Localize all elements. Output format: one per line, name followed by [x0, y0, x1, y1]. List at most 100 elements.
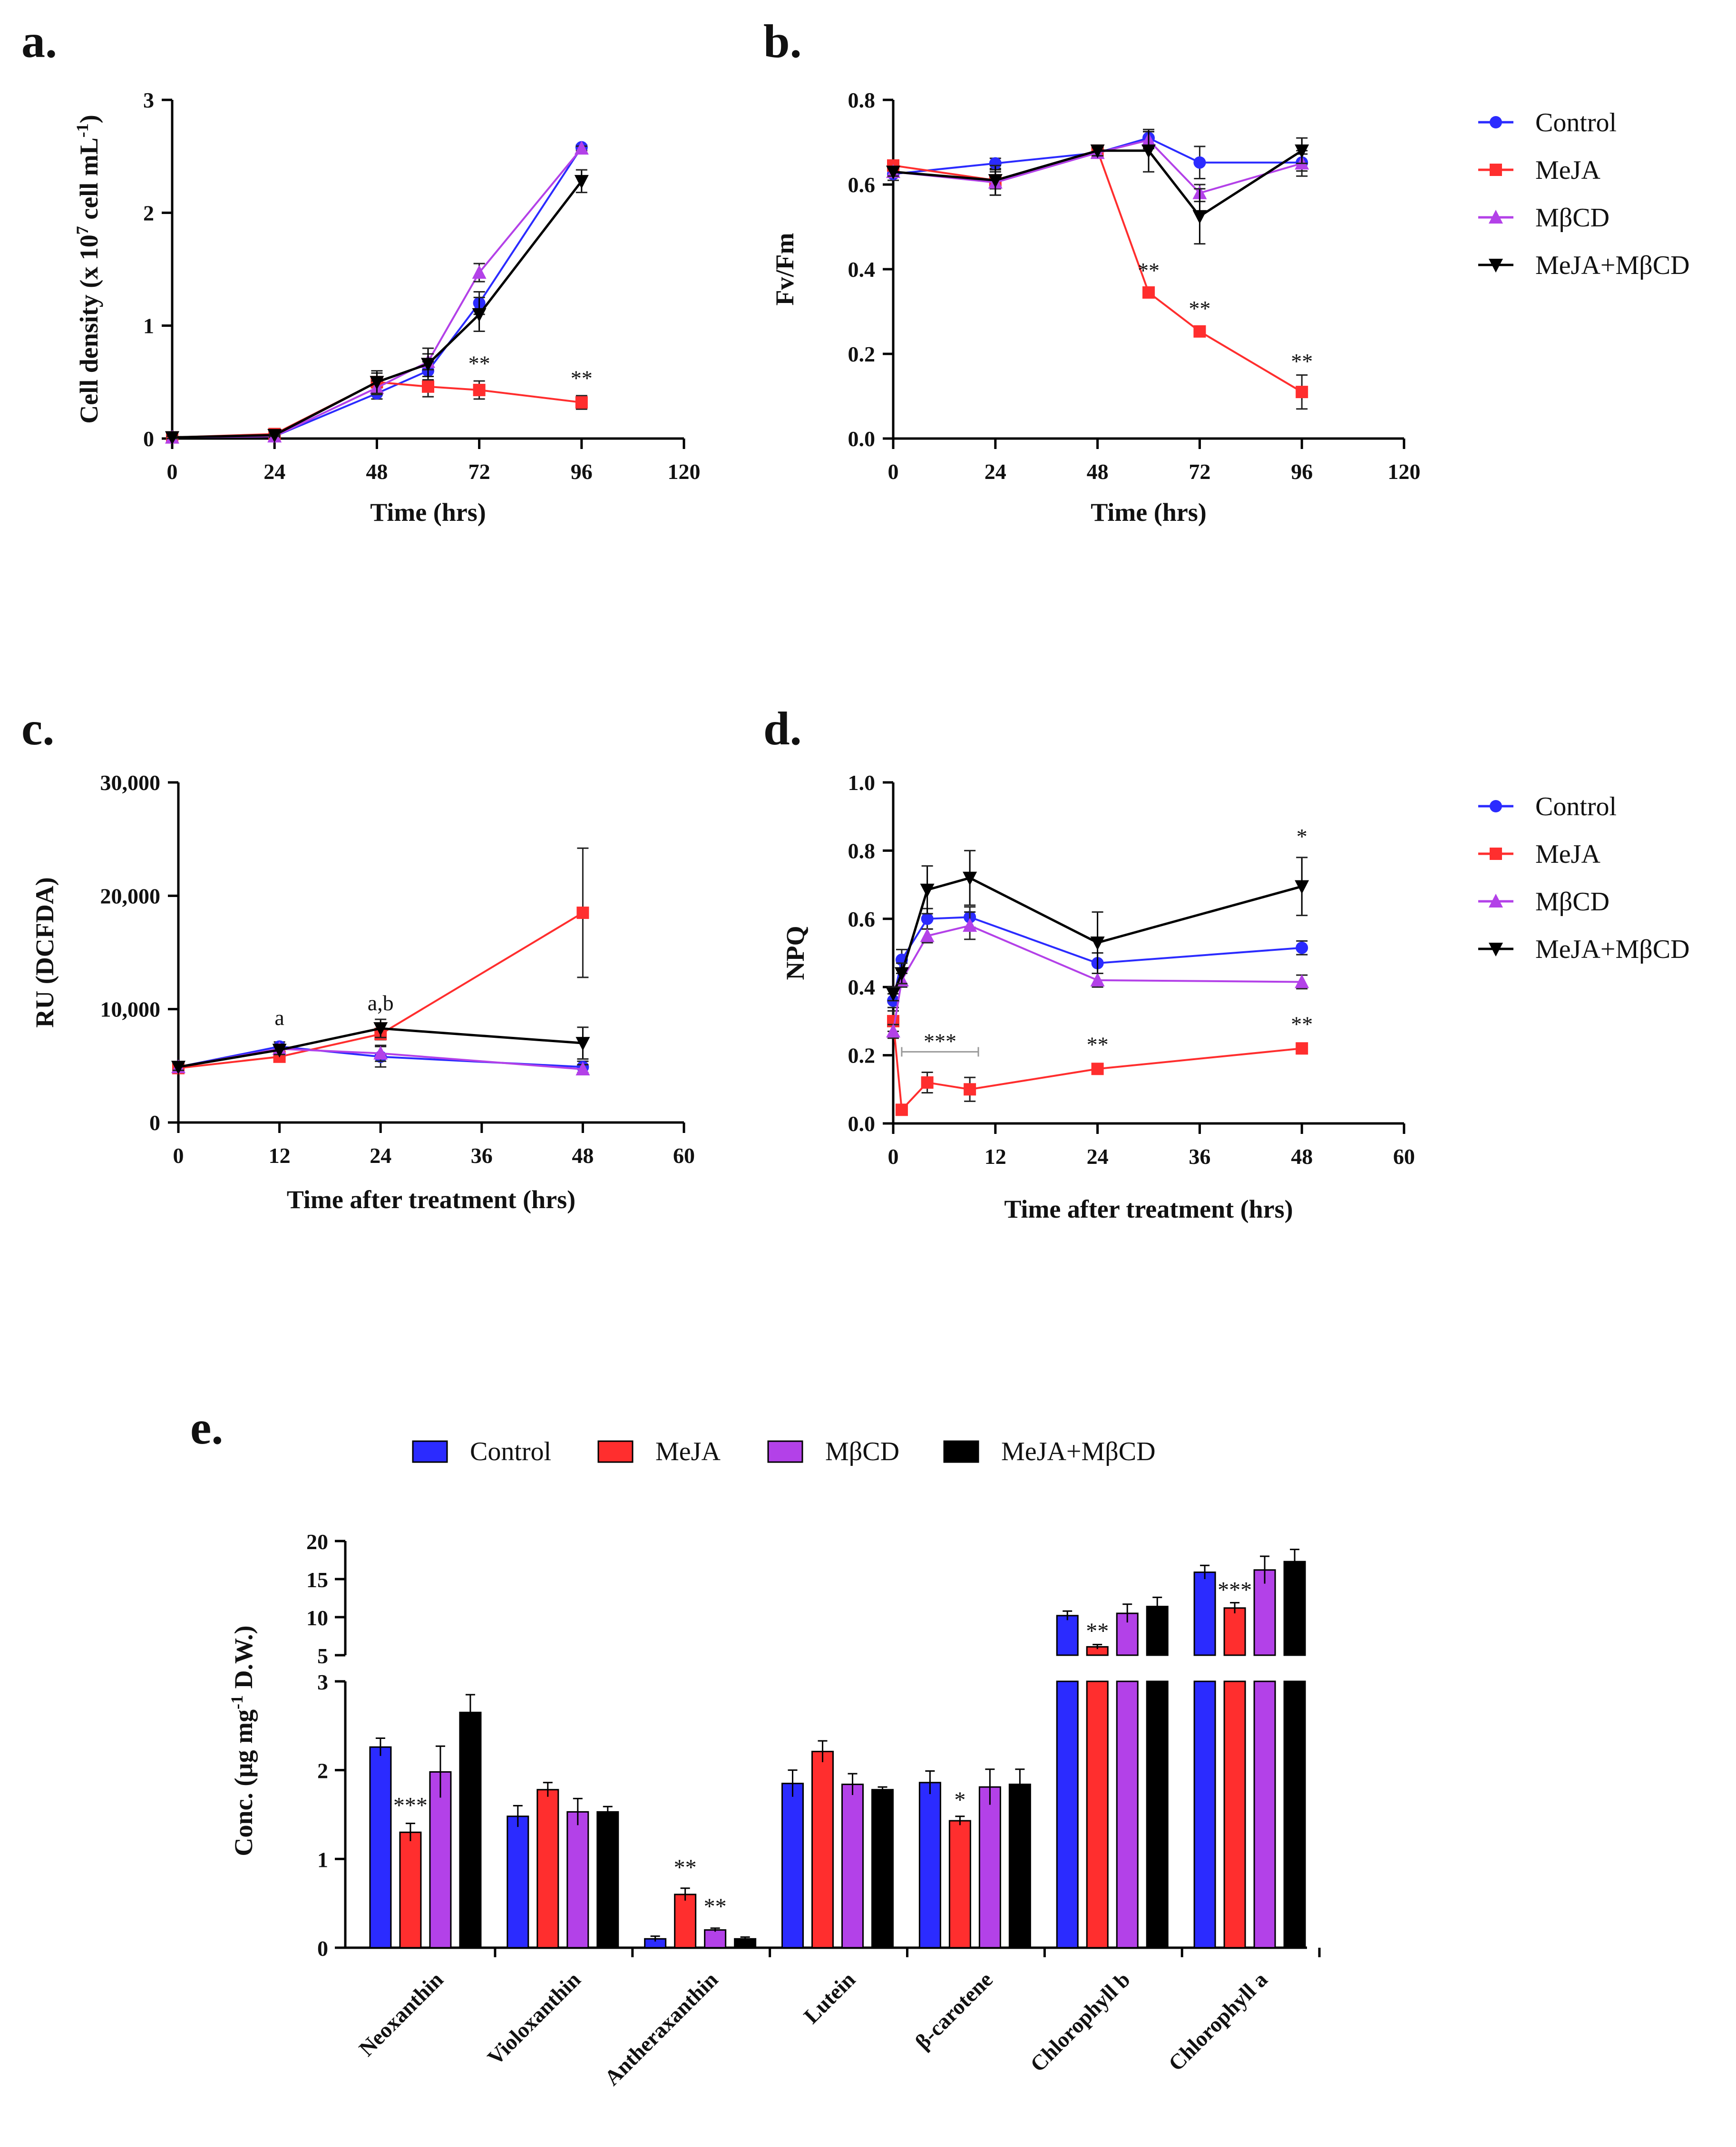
data-point-meja-plus-mbcd: [920, 883, 935, 898]
bar-group-meja: [674, 1887, 697, 1949]
legend-marker-control: [1490, 116, 1502, 128]
y-tick-label: 15: [306, 1568, 328, 1592]
significance-annotation: **: [1087, 1032, 1109, 1056]
bar-group-control: [1193, 1564, 1216, 1949]
data-point-mbcd: [920, 928, 935, 942]
significance-annotation: ***: [924, 1029, 956, 1053]
bar-meja-lower: [1086, 1680, 1109, 1949]
data-point-mbcd: [1295, 974, 1309, 988]
significance-annotation: a,b: [368, 991, 394, 1015]
panel-letter: b.: [763, 15, 802, 68]
bar-mbcd: [704, 1929, 727, 1949]
legend-label-meja: MeJA: [655, 1437, 721, 1466]
legend-marker-mbcd: [1489, 210, 1503, 224]
series-meja: [172, 847, 589, 1074]
bar-meja: [399, 1831, 422, 1949]
data-point-control: [989, 157, 1002, 170]
x-tick-label: 72: [468, 459, 490, 484]
bar-control: [369, 1746, 392, 1949]
bar-group-meja: [948, 1815, 971, 1949]
data-point-meja: [576, 907, 589, 919]
bar-meja: [811, 1750, 834, 1949]
bar-control-upper: [1056, 1615, 1079, 1656]
bar-meja: [674, 1893, 697, 1949]
data-point-mbcd: [963, 918, 977, 932]
x-axis-title: Time (hrs): [370, 498, 486, 527]
x-tick-label: 24: [985, 459, 1006, 484]
x-tick-label: 36: [471, 1143, 493, 1168]
bar-mbcd: [566, 1811, 589, 1949]
bar-meja-upper: [1223, 1607, 1246, 1656]
data-point-meja-plus-mbcd: [1295, 880, 1309, 894]
y-tick-label: 0.6: [848, 907, 876, 931]
legend-marker-meja: [1490, 848, 1502, 860]
category-label: Neoxanthin: [354, 1967, 448, 2061]
bar-group-meja: [1223, 1602, 1246, 1949]
data-point-mbcd: [574, 141, 589, 155]
y-tick-label: 20: [306, 1530, 328, 1554]
y-tick-label: 2: [143, 201, 154, 225]
y-tick-label: 0: [149, 1111, 160, 1135]
bar-mbcd-lower: [1116, 1680, 1139, 1949]
data-point-mbcd: [373, 1045, 388, 1060]
bar-meja-plus-mbcd-lower: [1146, 1680, 1169, 1949]
data-point-meja-plus-mbcd: [1141, 144, 1156, 158]
data-point-meja-plus-mbcd: [1192, 210, 1207, 224]
x-tick-label: 24: [1087, 1144, 1109, 1169]
legend-label-mbcd: MβCD: [1535, 887, 1609, 917]
data-point-control: [1193, 156, 1206, 169]
x-tick-label: 0: [173, 1143, 184, 1168]
series-line-control: [893, 137, 1302, 175]
x-tick-label: 48: [1087, 459, 1109, 484]
bar-group-mbcd: [841, 1773, 864, 1949]
significance-annotation: **: [674, 1855, 697, 1880]
bar-group-mbcd: [978, 1768, 1001, 1949]
y-tick-label: 0.8: [848, 88, 876, 112]
significance-annotation: a: [274, 1005, 284, 1030]
legend-marker-control: [1490, 800, 1502, 812]
y-axis-title-part: Cell density (x 10: [75, 234, 103, 424]
series-meja-plus-mbcd: [886, 849, 1309, 1002]
bar-control: [918, 1782, 941, 1949]
significance-annotation: **: [1138, 258, 1160, 283]
legend-label-meja-plus-mbcd: MeJA+MβCD: [1535, 251, 1690, 280]
legend-swatch-meja: [597, 1440, 634, 1463]
y-tick-label: 30,000: [100, 771, 161, 795]
bar-meja-plus-mbcd: [871, 1789, 894, 1949]
x-axis-title: Time after treatment (hrs): [1004, 1195, 1293, 1223]
y-tick-label: 1.0: [848, 771, 876, 795]
data-point-meja: [921, 1076, 934, 1089]
bar-meja-plus-mbcd: [459, 1711, 482, 1949]
legend-label-meja: MeJA: [1535, 156, 1600, 185]
y-tick-label: 0.0: [848, 427, 876, 451]
significance-annotation: ***: [393, 1793, 428, 1818]
legend-swatch-mbcd: [767, 1440, 803, 1463]
legend-label-mbcd: MβCD: [825, 1437, 899, 1466]
line-legend: Control MeJA MβCD MeJA+MβCD: [1478, 792, 1690, 964]
y-tick-label: 1: [317, 1847, 328, 1872]
significance-annotation: **: [468, 351, 490, 376]
y-tick-label: 0.4: [848, 975, 876, 999]
x-tick-label: 48: [366, 459, 388, 484]
y-tick-label: 0.2: [848, 1044, 876, 1068]
bar-group-meja-plus-mbcd: [734, 1936, 757, 1949]
series-line-meja-plus-mbcd: [172, 180, 583, 439]
data-point-meja: [422, 380, 434, 393]
bar-group-control: [507, 1805, 529, 1949]
y-tick-label: 5: [317, 1644, 328, 1668]
x-tick-label: 24: [263, 459, 285, 484]
legend-label-control: Control: [1535, 108, 1617, 137]
bar-mbcd-lower: [1253, 1680, 1276, 1949]
x-tick-label: 24: [370, 1143, 391, 1168]
x-tick-label: 120: [668, 459, 701, 484]
y-tick-label: 20,000: [100, 884, 161, 908]
y-tick-label: 3: [143, 88, 154, 112]
data-point-meja-plus-mbcd: [1090, 936, 1105, 950]
bar-meja-plus-mbcd: [1008, 1784, 1031, 1949]
legend-marker-meja: [1490, 164, 1502, 176]
legend-swatch-control: [412, 1440, 448, 1463]
series-line-mbcd: [893, 139, 1302, 195]
bar-group-meja: [536, 1782, 559, 1949]
panel-a-cell-density-chart: a. 0 24 48 72 96 120 0 1 2 3 Time (hrs) Cell density…: [21, 15, 701, 527]
